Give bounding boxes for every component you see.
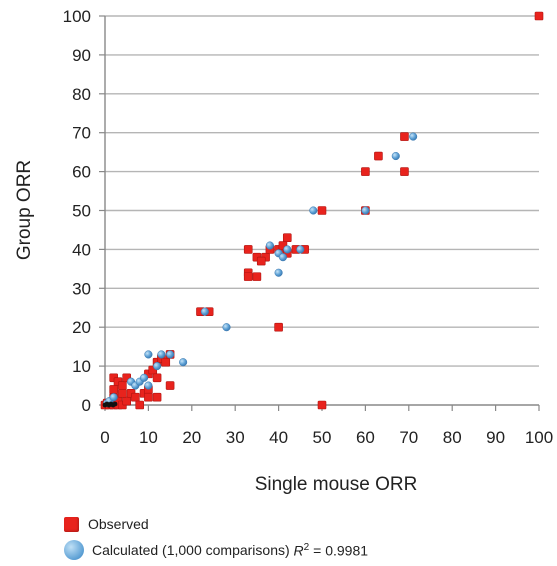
observed-point <box>161 357 171 367</box>
observed-point <box>131 392 140 402</box>
observed-point <box>144 392 153 402</box>
calculated-point <box>265 241 274 250</box>
calculated-point <box>157 350 166 359</box>
r2-symbol: R <box>293 542 304 559</box>
calculated-point <box>283 245 292 254</box>
x-tick-label: 70 <box>399 428 418 447</box>
calculated-point <box>309 206 318 215</box>
observed-point <box>256 256 266 266</box>
y-tick-label: 50 <box>72 202 91 221</box>
calculated-point <box>166 350 175 359</box>
legend-label-calculated: Calculated (1,000 comparisons) <box>92 542 290 558</box>
observed-point <box>317 206 327 215</box>
x-tick-label: 50 <box>313 428 332 447</box>
observed-point <box>243 272 253 281</box>
y-tick-label: 30 <box>72 279 91 298</box>
calculated-marker-icon <box>64 540 84 560</box>
observed-point <box>252 272 262 281</box>
observed-point <box>109 385 118 394</box>
calculated-point <box>144 381 153 390</box>
origin-point <box>112 401 118 407</box>
y-tick-label: 10 <box>72 357 91 376</box>
gridlines <box>105 15 539 367</box>
x-axis-title: Single mouse ORR <box>255 474 418 495</box>
legend-item-observed: Observed <box>64 512 368 536</box>
observed-marker-icon <box>64 516 79 532</box>
x-tick-label: 20 <box>182 428 201 447</box>
observed-point <box>282 233 292 243</box>
observed-point <box>534 11 544 21</box>
r2-exponent: 2 <box>303 541 310 553</box>
calculated-point <box>391 151 400 161</box>
x-tick-label: 100 <box>525 428 553 447</box>
observed-point <box>152 373 162 383</box>
x-tick-label: 60 <box>356 428 375 447</box>
observed-point <box>317 400 327 410</box>
observed-point <box>243 245 253 254</box>
y-axis-title: Group ORR <box>14 160 35 260</box>
x-tick-label: 40 <box>269 428 288 447</box>
calculated-point <box>179 358 188 367</box>
observed-point <box>361 167 370 176</box>
observed-point <box>135 400 145 410</box>
y-tick-label: 40 <box>72 240 91 259</box>
observed-point <box>374 151 383 161</box>
legend-item-calculated: Calculated (1,000 comparisons) R2 = 0.99… <box>64 538 368 562</box>
observed-point <box>152 392 162 402</box>
calculated-point <box>200 307 209 316</box>
calculated-point <box>222 323 231 332</box>
calculated-point <box>278 253 287 262</box>
calculated-point <box>140 373 149 382</box>
observed-point <box>122 396 131 406</box>
y-tick-label: 20 <box>72 318 91 337</box>
y-tick-label: 90 <box>72 46 91 65</box>
calculated-point <box>409 132 418 141</box>
y-tick-label: 60 <box>72 163 91 182</box>
calculated-point <box>109 393 118 402</box>
x-tick-label: 30 <box>226 428 245 447</box>
x-tick-label: 90 <box>486 428 505 447</box>
calculated-point <box>144 350 153 359</box>
r2-number: = 0.9981 <box>309 542 369 559</box>
x-tick-label: 10 <box>139 428 158 447</box>
calculated-point <box>153 362 162 371</box>
observed-point <box>274 322 283 332</box>
observed-point <box>400 132 409 141</box>
y-tick-label: 80 <box>72 85 91 104</box>
tick-labels: 0 10 20 30 40 50 60 70 80 90 100 0 10 20 30 40 50 60 70 80 9… <box>63 7 554 447</box>
observed-point <box>165 381 175 390</box>
x-tick-label: 0 <box>100 428 109 447</box>
observed-point <box>400 167 409 176</box>
calculated-point <box>274 268 283 277</box>
calculated-point <box>296 245 305 254</box>
y-tick-label: 70 <box>72 124 91 143</box>
legend: Observed Calculated (1,000 comparisons) … <box>64 512 368 564</box>
y-tick-label: 100 <box>63 7 91 26</box>
observed-point <box>118 389 127 398</box>
y-tick-label: 0 <box>82 396 91 415</box>
calculated-point <box>361 206 370 215</box>
legend-label-observed: Observed <box>88 516 149 532</box>
r-squared-value: R2 = 0.9981 <box>290 542 368 559</box>
calculated-series <box>102 132 418 408</box>
x-tick-label: 80 <box>443 428 462 447</box>
observed-point <box>118 381 127 390</box>
